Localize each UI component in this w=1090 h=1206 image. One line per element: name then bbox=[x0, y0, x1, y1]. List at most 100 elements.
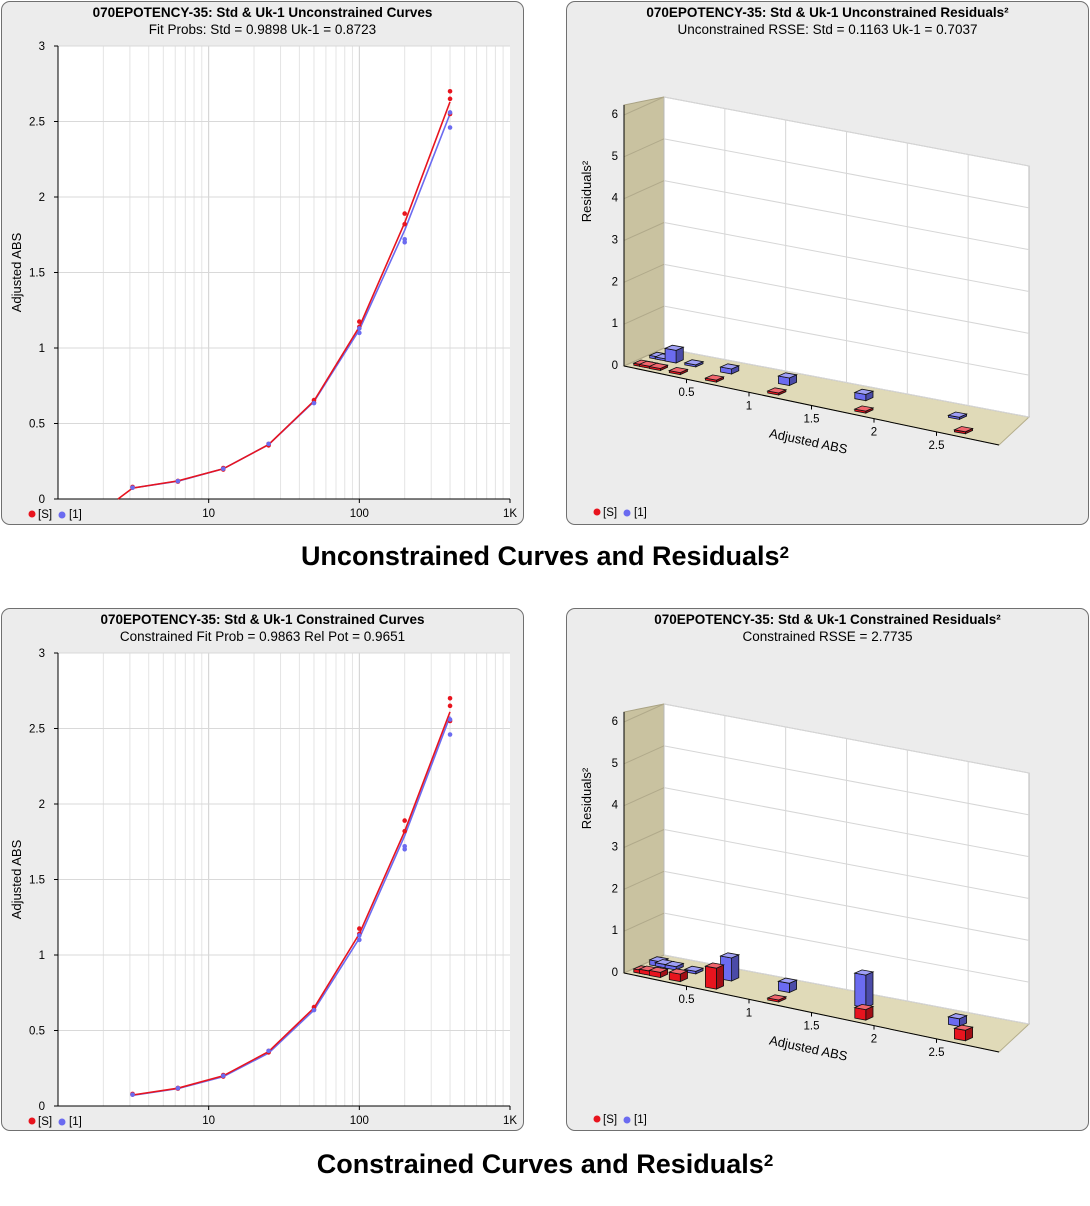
bar-top bbox=[947, 411, 968, 418]
x-tick-label: 1 bbox=[746, 400, 752, 412]
z-tick-label: 0 bbox=[612, 360, 618, 372]
legend-marker-unknown bbox=[58, 1118, 66, 1126]
unconstrained-residuals-chart: 0 1 2 3 4 5 6 0.5 1 1.5 2 2.5 Adjusted ABS Residuals²… bbox=[579, 96, 1031, 519]
residual-bar-standard bbox=[704, 374, 725, 383]
data-point-standard bbox=[447, 89, 453, 94]
data-point-unknown bbox=[311, 1007, 317, 1013]
chart-title: 070EPOTENCY-35: Std & Uk-1 Unconstrained… bbox=[646, 5, 1009, 20]
legend-label-unknown: [1] bbox=[634, 507, 647, 519]
y-tick-label: 2.5 bbox=[29, 117, 45, 129]
y-axis-label: Adjusted ABS bbox=[9, 839, 24, 919]
y-tick-label: 1 bbox=[39, 950, 45, 962]
caption-superscript: 2 bbox=[763, 1151, 774, 1170]
residual-bar-unknown bbox=[719, 952, 741, 982]
constrained-residuals-chart: 0 1 2 3 4 5 6 0.5 1 1.5 2 2.5 Adjusted ABS Residuals²… bbox=[579, 703, 1031, 1126]
legend-marker-standard bbox=[593, 508, 601, 516]
data-point-unknown bbox=[130, 1092, 135, 1097]
legend-label-standard: [S] bbox=[603, 1114, 617, 1126]
bar-front bbox=[854, 972, 867, 1009]
residual-bar-unknown bbox=[683, 359, 705, 368]
z-tick-label: 4 bbox=[612, 800, 619, 812]
residual-bar-standard bbox=[953, 1024, 974, 1042]
legend-marker-unknown bbox=[623, 1116, 631, 1124]
data-point-unknown bbox=[447, 110, 453, 115]
z-tick-label: 6 bbox=[612, 109, 618, 121]
legend-label-unknown: [1] bbox=[69, 509, 82, 521]
x-tick-label: 1.5 bbox=[804, 1021, 820, 1033]
data-point-unknown bbox=[266, 1048, 271, 1054]
bar-top bbox=[853, 388, 875, 395]
data-point-unknown bbox=[175, 1085, 181, 1091]
caption-text: Constrained Curves and Residuals bbox=[316, 1149, 764, 1179]
bar-top bbox=[719, 363, 741, 370]
bar-top bbox=[719, 952, 741, 959]
wall-grid-line bbox=[623, 222, 665, 241]
caption-text: Unconstrained Curves and Residuals bbox=[300, 541, 780, 571]
z-tick-label: 0 bbox=[612, 967, 618, 979]
data-point-unknown bbox=[311, 400, 317, 406]
bar-top bbox=[777, 372, 798, 379]
y-tick-label: 0 bbox=[39, 1101, 45, 1113]
bar-top bbox=[667, 366, 689, 374]
residual-bar-standard bbox=[648, 362, 669, 372]
wall-grid-line bbox=[623, 138, 665, 158]
x-tick-label: 2.5 bbox=[929, 440, 945, 452]
bar-top bbox=[853, 405, 875, 412]
bar-top bbox=[704, 374, 725, 381]
x-tick-label: 100 bbox=[350, 508, 369, 520]
x-tick-label: 100 bbox=[350, 1115, 369, 1127]
legend-label-standard: [S] bbox=[38, 509, 52, 521]
z-tick-label: 1 bbox=[612, 925, 618, 937]
x-tick-label: 2 bbox=[871, 1034, 877, 1046]
bar-top bbox=[766, 387, 788, 394]
bar-top bbox=[683, 359, 705, 366]
y-tick-label: 2 bbox=[39, 192, 45, 204]
chart-subtitle: Unconstrained RSSE: Std = 0.1163 Uk-1 = … bbox=[677, 22, 978, 37]
bar-top bbox=[777, 977, 798, 984]
z-tick-label: 4 bbox=[612, 193, 619, 205]
chart-title: 070EPOTENCY-35: Std & Uk-1 Constrained C… bbox=[100, 612, 425, 627]
residual-bar-standard bbox=[648, 966, 669, 979]
wall-grid-line bbox=[623, 305, 665, 325]
data-point-unknown bbox=[447, 717, 453, 722]
z-tick-label: 6 bbox=[612, 716, 618, 728]
x-tick-label: 10 bbox=[202, 508, 215, 520]
legend-marker-unknown bbox=[623, 509, 631, 517]
y-tick-label: 3 bbox=[39, 41, 45, 53]
y-tick-label: 1.5 bbox=[29, 875, 45, 887]
residual-bar-standard bbox=[853, 1003, 875, 1021]
z-tick-label: 3 bbox=[612, 235, 618, 247]
data-point-standard bbox=[402, 211, 407, 216]
chart-subtitle: Constrained RSSE = 2.7735 bbox=[742, 629, 913, 644]
unconstrained-curves-chart: 0 0.5 1 1.5 2 2.5 3 10 100 1K Adjusted ABS [S] [1] bbox=[9, 41, 517, 521]
z-tick-label: 5 bbox=[612, 151, 618, 163]
data-point-standard bbox=[447, 96, 453, 102]
data-point-unknown bbox=[130, 485, 135, 490]
unconstrained-caption: Unconstrained Curves and Residuals2 bbox=[0, 540, 1090, 572]
z-axis-label: Residuals² bbox=[579, 767, 594, 829]
wall-grid-line bbox=[623, 787, 665, 807]
wall-grid-line bbox=[623, 912, 665, 932]
wall-grid-line bbox=[623, 180, 665, 200]
bar-top bbox=[953, 426, 974, 433]
residual-bar-unknown bbox=[853, 388, 875, 402]
data-point-standard bbox=[402, 828, 407, 834]
y-tick-label: 0 bbox=[39, 494, 45, 506]
data-point-unknown bbox=[220, 1073, 226, 1079]
bar-front bbox=[664, 347, 677, 364]
residual-bar-standard bbox=[766, 387, 788, 396]
data-point-standard bbox=[402, 221, 407, 227]
x-tick-label: 10 bbox=[202, 1115, 215, 1127]
wall-grid-line bbox=[623, 263, 665, 283]
wall-grid-line bbox=[623, 829, 665, 848]
data-point-unknown bbox=[357, 937, 362, 943]
chart-subtitle: Constrained Fit Prob = 0.9863 Rel Pot = … bbox=[119, 629, 406, 644]
bar-side bbox=[731, 954, 740, 982]
residual-bar-unknown bbox=[947, 1013, 968, 1028]
x-tick-label: 0.5 bbox=[679, 387, 695, 399]
chart-title: 070EPOTENCY-35: Std & Uk-1 Constrained R… bbox=[654, 612, 1001, 627]
residual-bar-standard bbox=[667, 366, 689, 376]
y-tick-label: 1 bbox=[39, 343, 45, 355]
constrained-residuals-panel: 070EPOTENCY-35: Std & Uk-1 Constrained R… bbox=[566, 608, 1089, 1131]
constrained-curves-panel: 070EPOTENCY-35: Std & Uk-1 Constrained C… bbox=[1, 608, 524, 1131]
